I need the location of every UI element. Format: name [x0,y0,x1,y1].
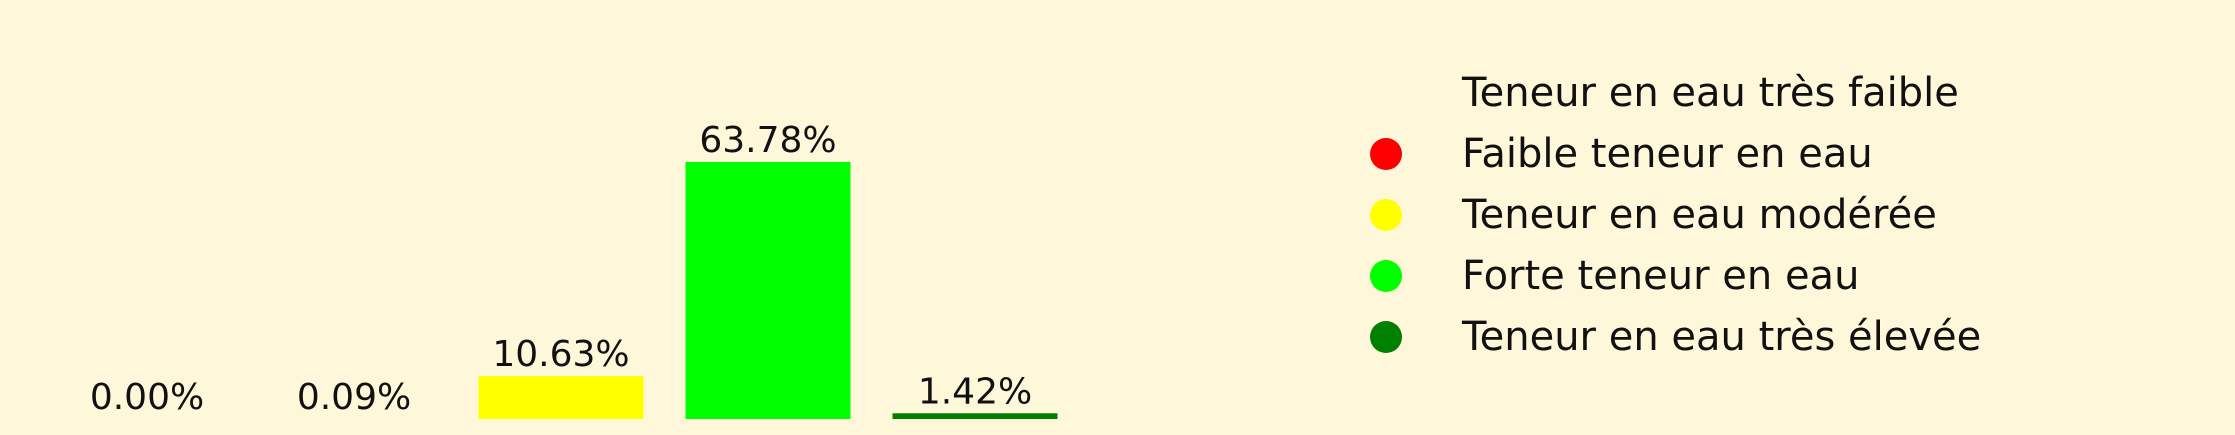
data-label-3: 10.63% [492,334,629,375]
legend-label-2: Faible teneur en eau [1462,131,1873,177]
legend-marker-3 [1370,199,1402,231]
bar-3 [478,376,644,419]
bars-group [478,162,1058,419]
data-label-1: 0.00% [90,377,204,418]
data-label-4: 63.78% [699,120,836,161]
legend-marker-5 [1370,321,1402,353]
bar-5 [892,413,1058,419]
legend-marker-2 [1370,138,1402,170]
legend-label-1: Teneur en eau très faible [1461,70,1959,116]
legend-marker-1 [1370,77,1402,109]
bar-4 [685,162,851,419]
data-label-5: 1.42% [918,371,1032,412]
legend-label-3: Teneur en eau modérée [1461,192,1937,238]
data-labels-group: 0.00% 0.09% 10.63% 63.78% 1.42% [90,120,1032,418]
legend: Teneur en eau très faible Faible teneur e… [1370,70,1981,360]
legend-marker-4 [1370,260,1402,292]
data-label-2: 0.09% [297,377,411,418]
legend-label-4: Forte teneur en eau [1462,253,1859,299]
legend-label-5: Teneur en eau très élevée [1461,314,1981,360]
